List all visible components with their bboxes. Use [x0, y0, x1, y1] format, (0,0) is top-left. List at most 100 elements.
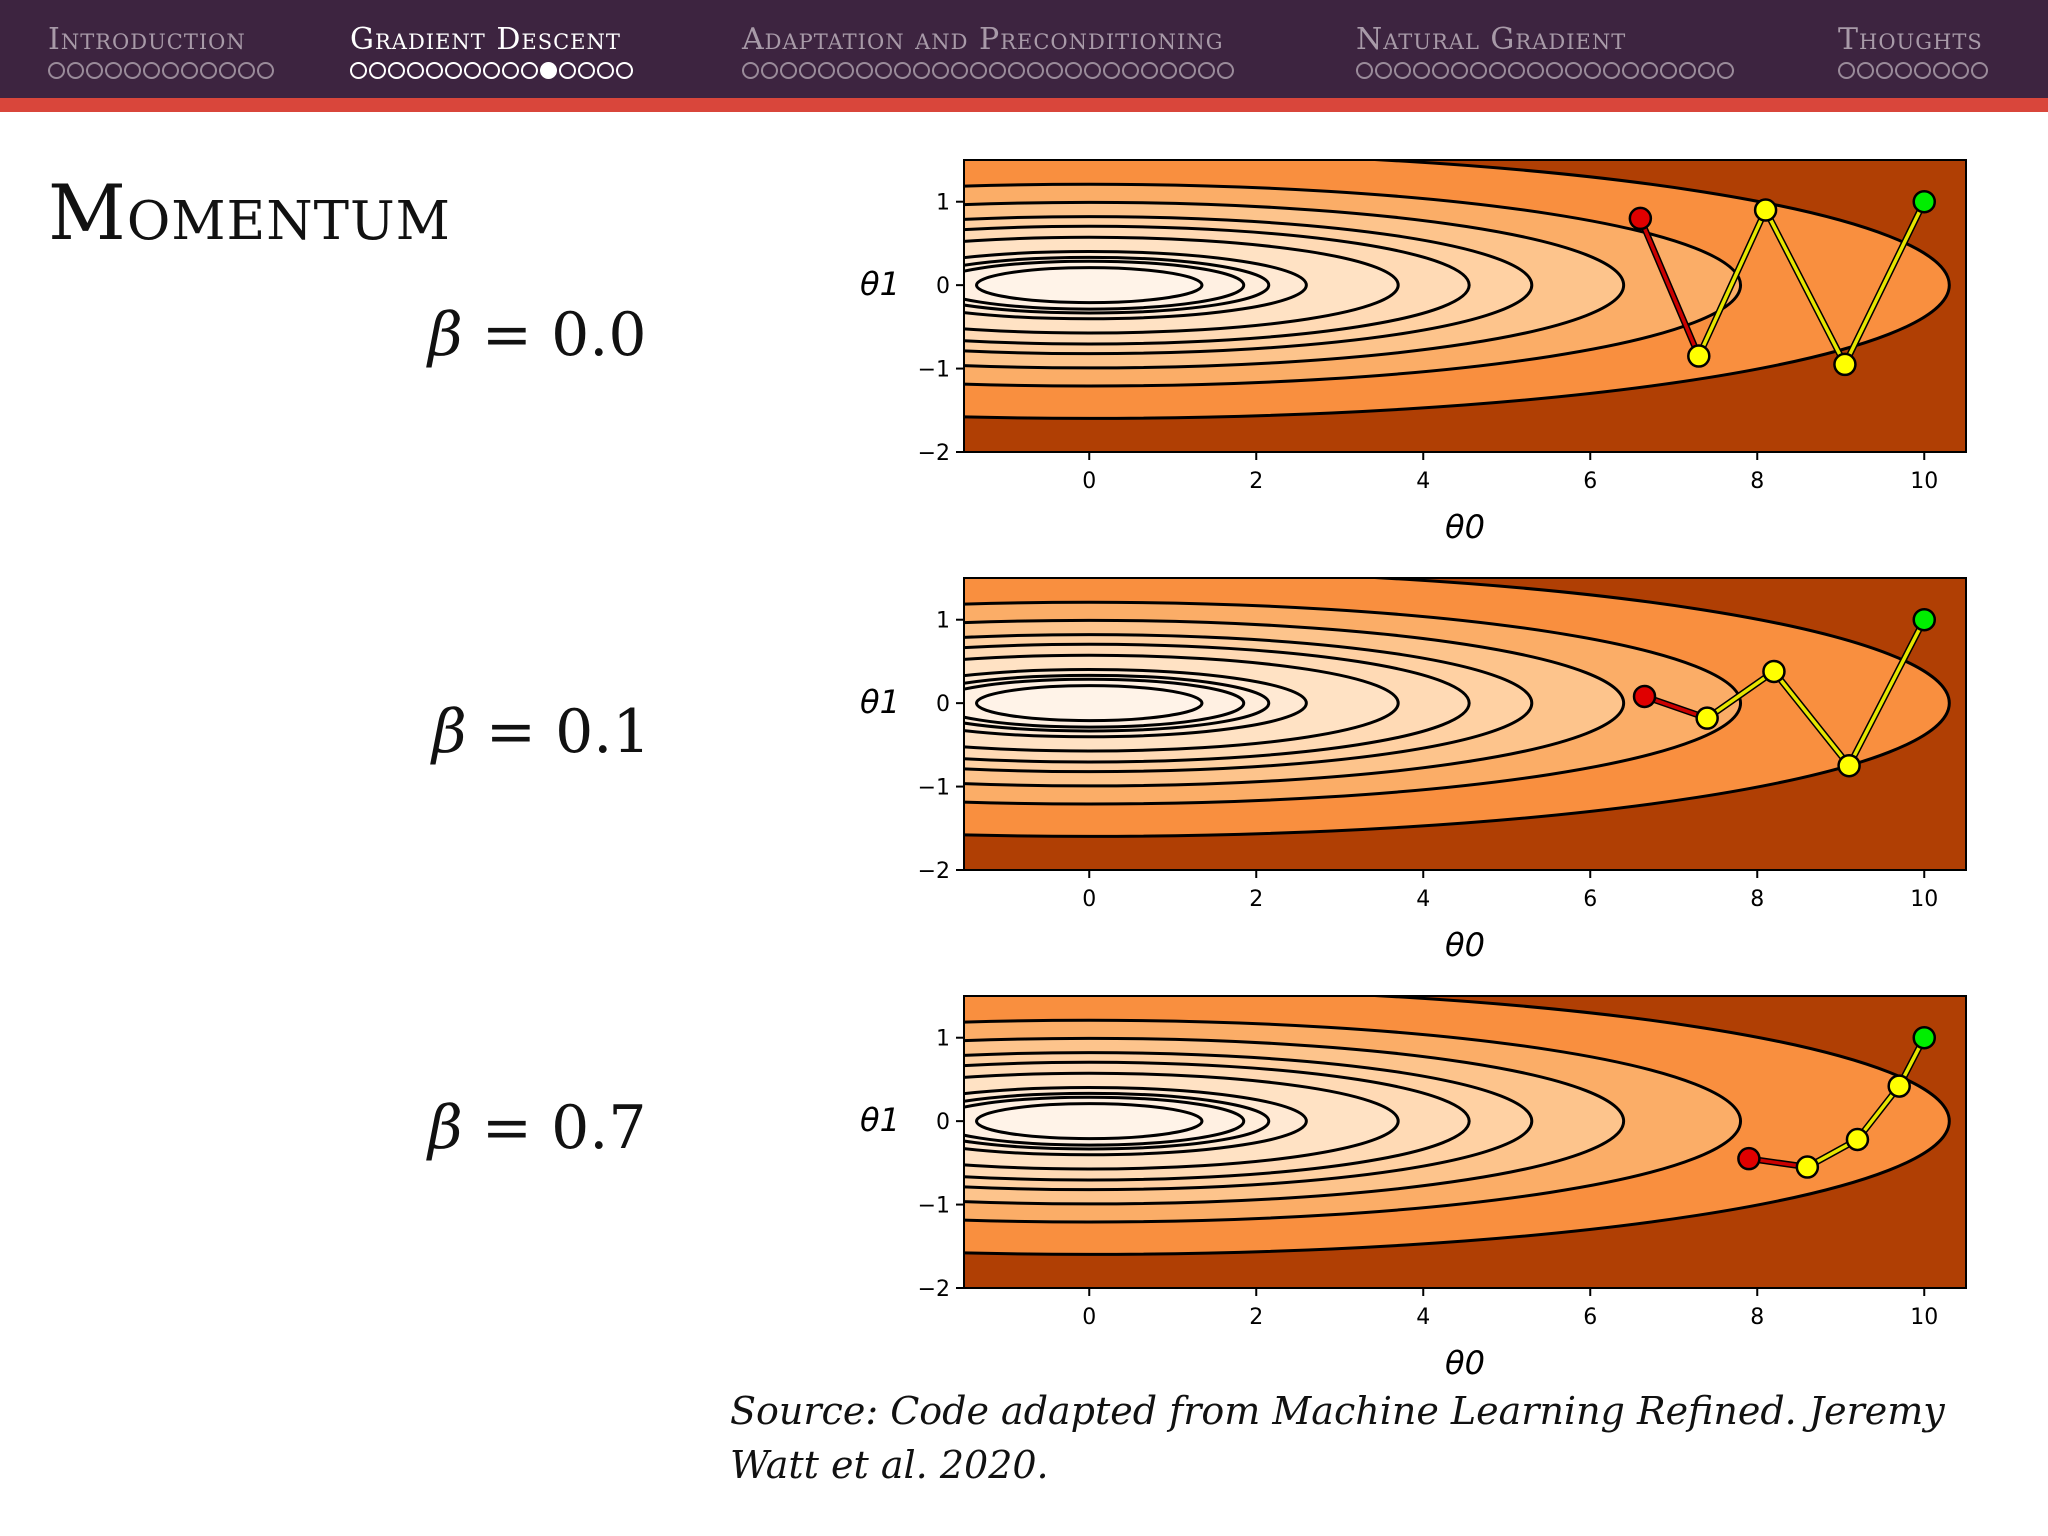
x-tick-label: 8	[1750, 887, 1764, 912]
nav-slide-dot[interactable]	[162, 62, 179, 79]
nav-section-label[interactable]: Thoughts	[1838, 22, 1983, 57]
nav-slide-dot[interactable]	[616, 62, 633, 79]
nav-slide-dot[interactable]	[540, 62, 557, 79]
nav-slide-dot[interactable]	[1084, 62, 1101, 79]
nav-slide-dot[interactable]	[1375, 62, 1392, 79]
nav-slide-dot[interactable]	[257, 62, 274, 79]
nav-slide-dot[interactable]	[1952, 62, 1969, 79]
nav-section-introduction[interactable]: Introduction	[48, 22, 274, 79]
nav-slide-dot[interactable]	[1198, 62, 1215, 79]
nav-slide-dot[interactable]	[1876, 62, 1893, 79]
nav-section-thoughts[interactable]: Thoughts	[1838, 22, 1988, 79]
nav-slide-dot[interactable]	[1103, 62, 1120, 79]
nav-slide-dot[interactable]	[1698, 62, 1715, 79]
nav-slide-dot[interactable]	[67, 62, 84, 79]
nav-slide-dot[interactable]	[1508, 62, 1525, 79]
nav-slide-dot[interactable]	[578, 62, 595, 79]
nav-slide-dot[interactable]	[780, 62, 797, 79]
path-point	[1687, 344, 1711, 368]
nav-slide-dot[interactable]	[1895, 62, 1912, 79]
nav-section-gradient-descent[interactable]: Gradient Descent	[350, 22, 633, 79]
nav-slide-dot[interactable]	[502, 62, 519, 79]
nav-slide-dot[interactable]	[799, 62, 816, 79]
nav-slide-dot[interactable]	[875, 62, 892, 79]
nav-slide-dot[interactable]	[1046, 62, 1063, 79]
nav-slide-dot[interactable]	[1857, 62, 1874, 79]
nav-slide-dot[interactable]	[1008, 62, 1025, 79]
nav-section-label[interactable]: Natural Gradient	[1356, 22, 1627, 57]
nav-slide-dot[interactable]	[1413, 62, 1430, 79]
nav-slide-dot[interactable]	[989, 62, 1006, 79]
nav-slide-dot[interactable]	[856, 62, 873, 79]
nav-slide-dot[interactable]	[350, 62, 367, 79]
nav-slide-dot[interactable]	[1584, 62, 1601, 79]
nav-slide-dot[interactable]	[932, 62, 949, 79]
nav-slide-dot[interactable]	[837, 62, 854, 79]
nav-slide-dot[interactable]	[1122, 62, 1139, 79]
nav-slide-dot[interactable]	[1141, 62, 1158, 79]
nav-slide-dot[interactable]	[521, 62, 538, 79]
nav-slide-dot[interactable]	[1394, 62, 1411, 79]
nav-slide-dot[interactable]	[1914, 62, 1931, 79]
nav-slide-dot[interactable]	[1838, 62, 1855, 79]
nav-section-label[interactable]: Adaptation and Preconditioning	[742, 22, 1224, 57]
nav-slide-dot[interactable]	[483, 62, 500, 79]
nav-slide-dot[interactable]	[219, 62, 236, 79]
nav-slide-dot[interactable]	[407, 62, 424, 79]
nav-slide-dot[interactable]	[1546, 62, 1563, 79]
nav-slide-dot[interactable]	[238, 62, 255, 79]
beta-label-3: β = 0.7	[428, 1093, 647, 1163]
nav-slide-dot[interactable]	[951, 62, 968, 79]
nav-slide-dot[interactable]	[1027, 62, 1044, 79]
nav-slide-dot[interactable]	[761, 62, 778, 79]
nav-slide-dot[interactable]	[1641, 62, 1658, 79]
section-nav-bar	[0, 0, 2048, 98]
nav-section-label[interactable]: Introduction	[48, 22, 246, 57]
y-tick-label: 1	[936, 1027, 950, 1052]
nav-slide-dot[interactable]	[894, 62, 911, 79]
nav-slide-dot[interactable]	[1451, 62, 1468, 79]
nav-slide-dot[interactable]	[200, 62, 217, 79]
nav-slide-dot[interactable]	[970, 62, 987, 79]
nav-slide-dot[interactable]	[1971, 62, 1988, 79]
nav-slide-dot[interactable]	[1356, 62, 1373, 79]
nav-slide-dot[interactable]	[1622, 62, 1639, 79]
nav-slide-dot[interactable]	[1565, 62, 1582, 79]
nav-slide-dot[interactable]	[1933, 62, 1950, 79]
nav-slide-dot[interactable]	[559, 62, 576, 79]
nav-slide-dot[interactable]	[48, 62, 65, 79]
nav-slide-dot[interactable]	[181, 62, 198, 79]
nav-slide-dot[interactable]	[464, 62, 481, 79]
nav-section-label[interactable]: Gradient Descent	[350, 22, 621, 57]
nav-slide-dot[interactable]	[913, 62, 930, 79]
nav-slide-dot[interactable]	[1603, 62, 1620, 79]
nav-slide-dot[interactable]	[742, 62, 759, 79]
nav-slide-dot[interactable]	[1527, 62, 1544, 79]
nav-slide-dot[interactable]	[105, 62, 122, 79]
nav-slide-dot[interactable]	[369, 62, 386, 79]
nav-section-adaptation-and-preconditioning[interactable]: Adaptation and Preconditioning	[742, 22, 1234, 79]
nav-slide-dot[interactable]	[1679, 62, 1696, 79]
nav-slide-dot[interactable]	[1660, 62, 1677, 79]
nav-slide-dot[interactable]	[1179, 62, 1196, 79]
y-tick-label: 0	[936, 1110, 950, 1135]
nav-slide-dot[interactable]	[86, 62, 103, 79]
nav-slide-dot[interactable]	[597, 62, 614, 79]
nav-slide-dot[interactable]	[426, 62, 443, 79]
nav-slide-dot[interactable]	[1489, 62, 1506, 79]
nav-slide-dot[interactable]	[1432, 62, 1449, 79]
nav-slide-dot[interactable]	[445, 62, 462, 79]
path-point	[1912, 189, 1936, 214]
nav-slide-dot[interactable]	[143, 62, 160, 79]
nav-slide-dot[interactable]	[1217, 62, 1234, 79]
nav-slide-dot[interactable]	[124, 62, 141, 79]
nav-slide-dot[interactable]	[1717, 62, 1734, 79]
contour-field	[964, 160, 1966, 452]
nav-slide-dot[interactable]	[1160, 62, 1177, 79]
nav-slide-dot[interactable]	[818, 62, 835, 79]
nav-slide-dot[interactable]	[1470, 62, 1487, 79]
nav-slide-dot[interactable]	[388, 62, 405, 79]
y-axis-label: θ1	[860, 683, 900, 721]
nav-section-natural-gradient[interactable]: Natural Gradient	[1356, 22, 1734, 79]
nav-slide-dot[interactable]	[1065, 62, 1082, 79]
